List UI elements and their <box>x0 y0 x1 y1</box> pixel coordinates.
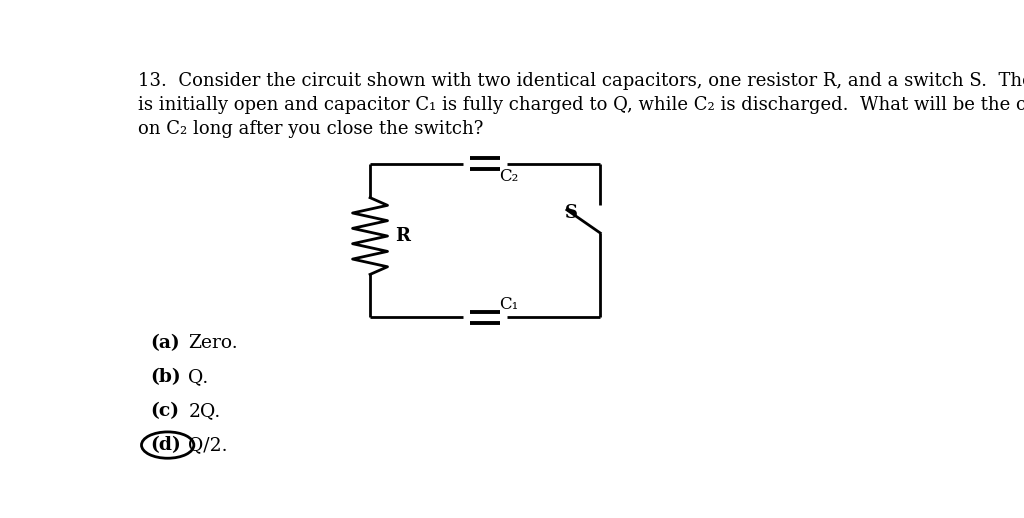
Text: (b): (b) <box>151 368 181 386</box>
Text: on C₂ long after you close the switch?: on C₂ long after you close the switch? <box>137 120 483 138</box>
Text: R: R <box>395 227 411 245</box>
Text: 13.  Consider the circuit shown with two identical capacitors, one resistor R, a: 13. Consider the circuit shown with two … <box>137 72 1024 90</box>
Text: S: S <box>564 204 578 222</box>
Text: C₂: C₂ <box>500 168 518 185</box>
Text: is initially open and capacitor C₁ is fully charged to Q, while C₂ is discharged: is initially open and capacitor C₁ is fu… <box>137 96 1024 114</box>
Text: (a): (a) <box>151 334 180 352</box>
Text: Zero.: Zero. <box>188 334 238 352</box>
Text: (d): (d) <box>151 436 181 454</box>
Text: Q/2.: Q/2. <box>188 436 227 454</box>
Text: 2Q.: 2Q. <box>188 402 220 420</box>
Text: C₁: C₁ <box>500 296 518 313</box>
Text: (c): (c) <box>151 402 179 420</box>
Text: Q.: Q. <box>188 368 209 386</box>
